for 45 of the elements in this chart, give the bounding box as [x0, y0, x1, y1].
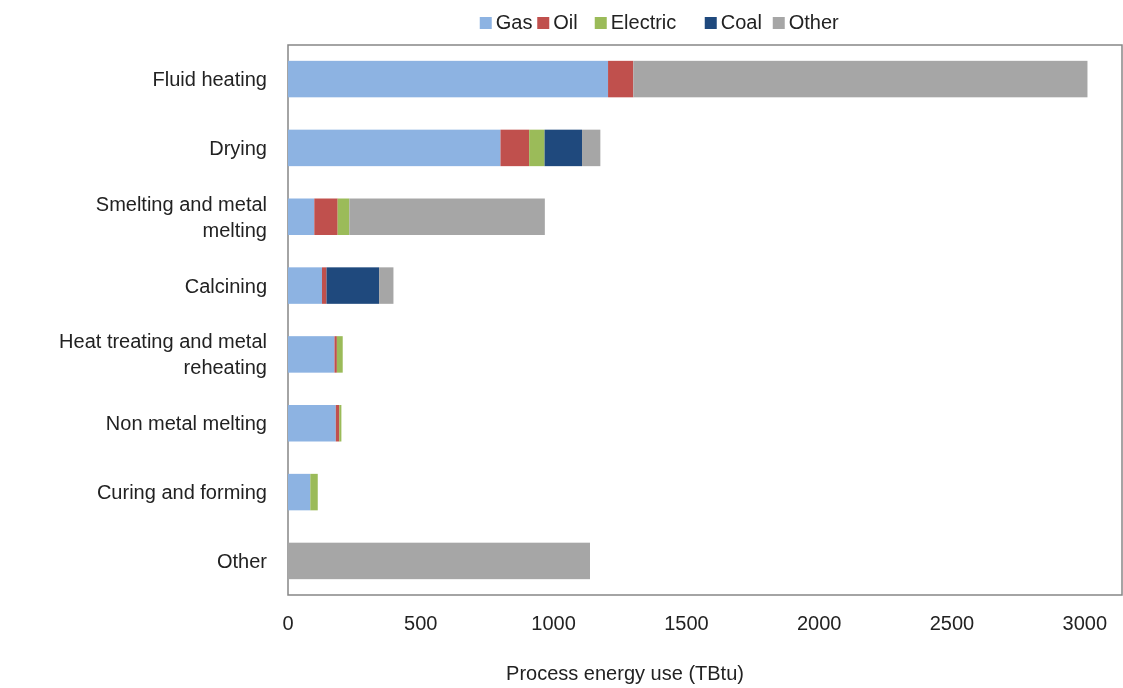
bar [310, 473, 318, 511]
bar [322, 267, 327, 304]
y-tick-label: Calcining [184, 274, 267, 297]
y-tick-label: Curing and forming [96, 481, 267, 504]
bar [544, 129, 583, 167]
x-tick-label: 3000 [1062, 612, 1108, 634]
bar [288, 60, 609, 98]
bar [288, 267, 322, 304]
x-tick-label: 2500 [929, 612, 975, 634]
bar [288, 336, 335, 373]
y-tick-label: Non metal melting [105, 412, 267, 435]
x-tick-label: 2000 [796, 612, 842, 634]
x-axis-title: Process energy use (TBtu) [506, 662, 744, 684]
bar [288, 542, 590, 580]
bar [379, 267, 394, 304]
y-tick-label: Fluid heating [152, 68, 267, 91]
bar [633, 60, 1088, 98]
y-tick-label: Other [216, 549, 268, 572]
bar [288, 405, 336, 442]
bar [337, 198, 350, 235]
x-tick-label: 1500 [664, 612, 709, 634]
bar [288, 129, 501, 167]
bar [288, 198, 315, 235]
bar [500, 129, 530, 167]
bar [608, 60, 634, 98]
y-tick-label: Smelting and metal melting [95, 192, 267, 241]
bar [314, 198, 338, 235]
x-tick-label: 500 [404, 612, 438, 634]
y-tick-label: Heat treating and metal reheating [59, 330, 267, 379]
bar [336, 336, 343, 373]
bar [349, 198, 545, 235]
bar [339, 405, 342, 442]
bar [582, 129, 601, 167]
legend-label: Other [788, 11, 840, 33]
bar [326, 267, 380, 304]
bar [288, 473, 311, 511]
legend-label: Oil [553, 11, 578, 33]
bar [334, 336, 337, 373]
bar [529, 129, 545, 167]
legend-label: Electric [610, 11, 677, 33]
legend-label: Gas [495, 11, 533, 33]
legend-label: Coal [720, 11, 762, 33]
x-tick-label: 1000 [531, 612, 576, 634]
y-tick-label: Drying [209, 136, 267, 159]
x-tick-label: 0 [282, 612, 294, 634]
